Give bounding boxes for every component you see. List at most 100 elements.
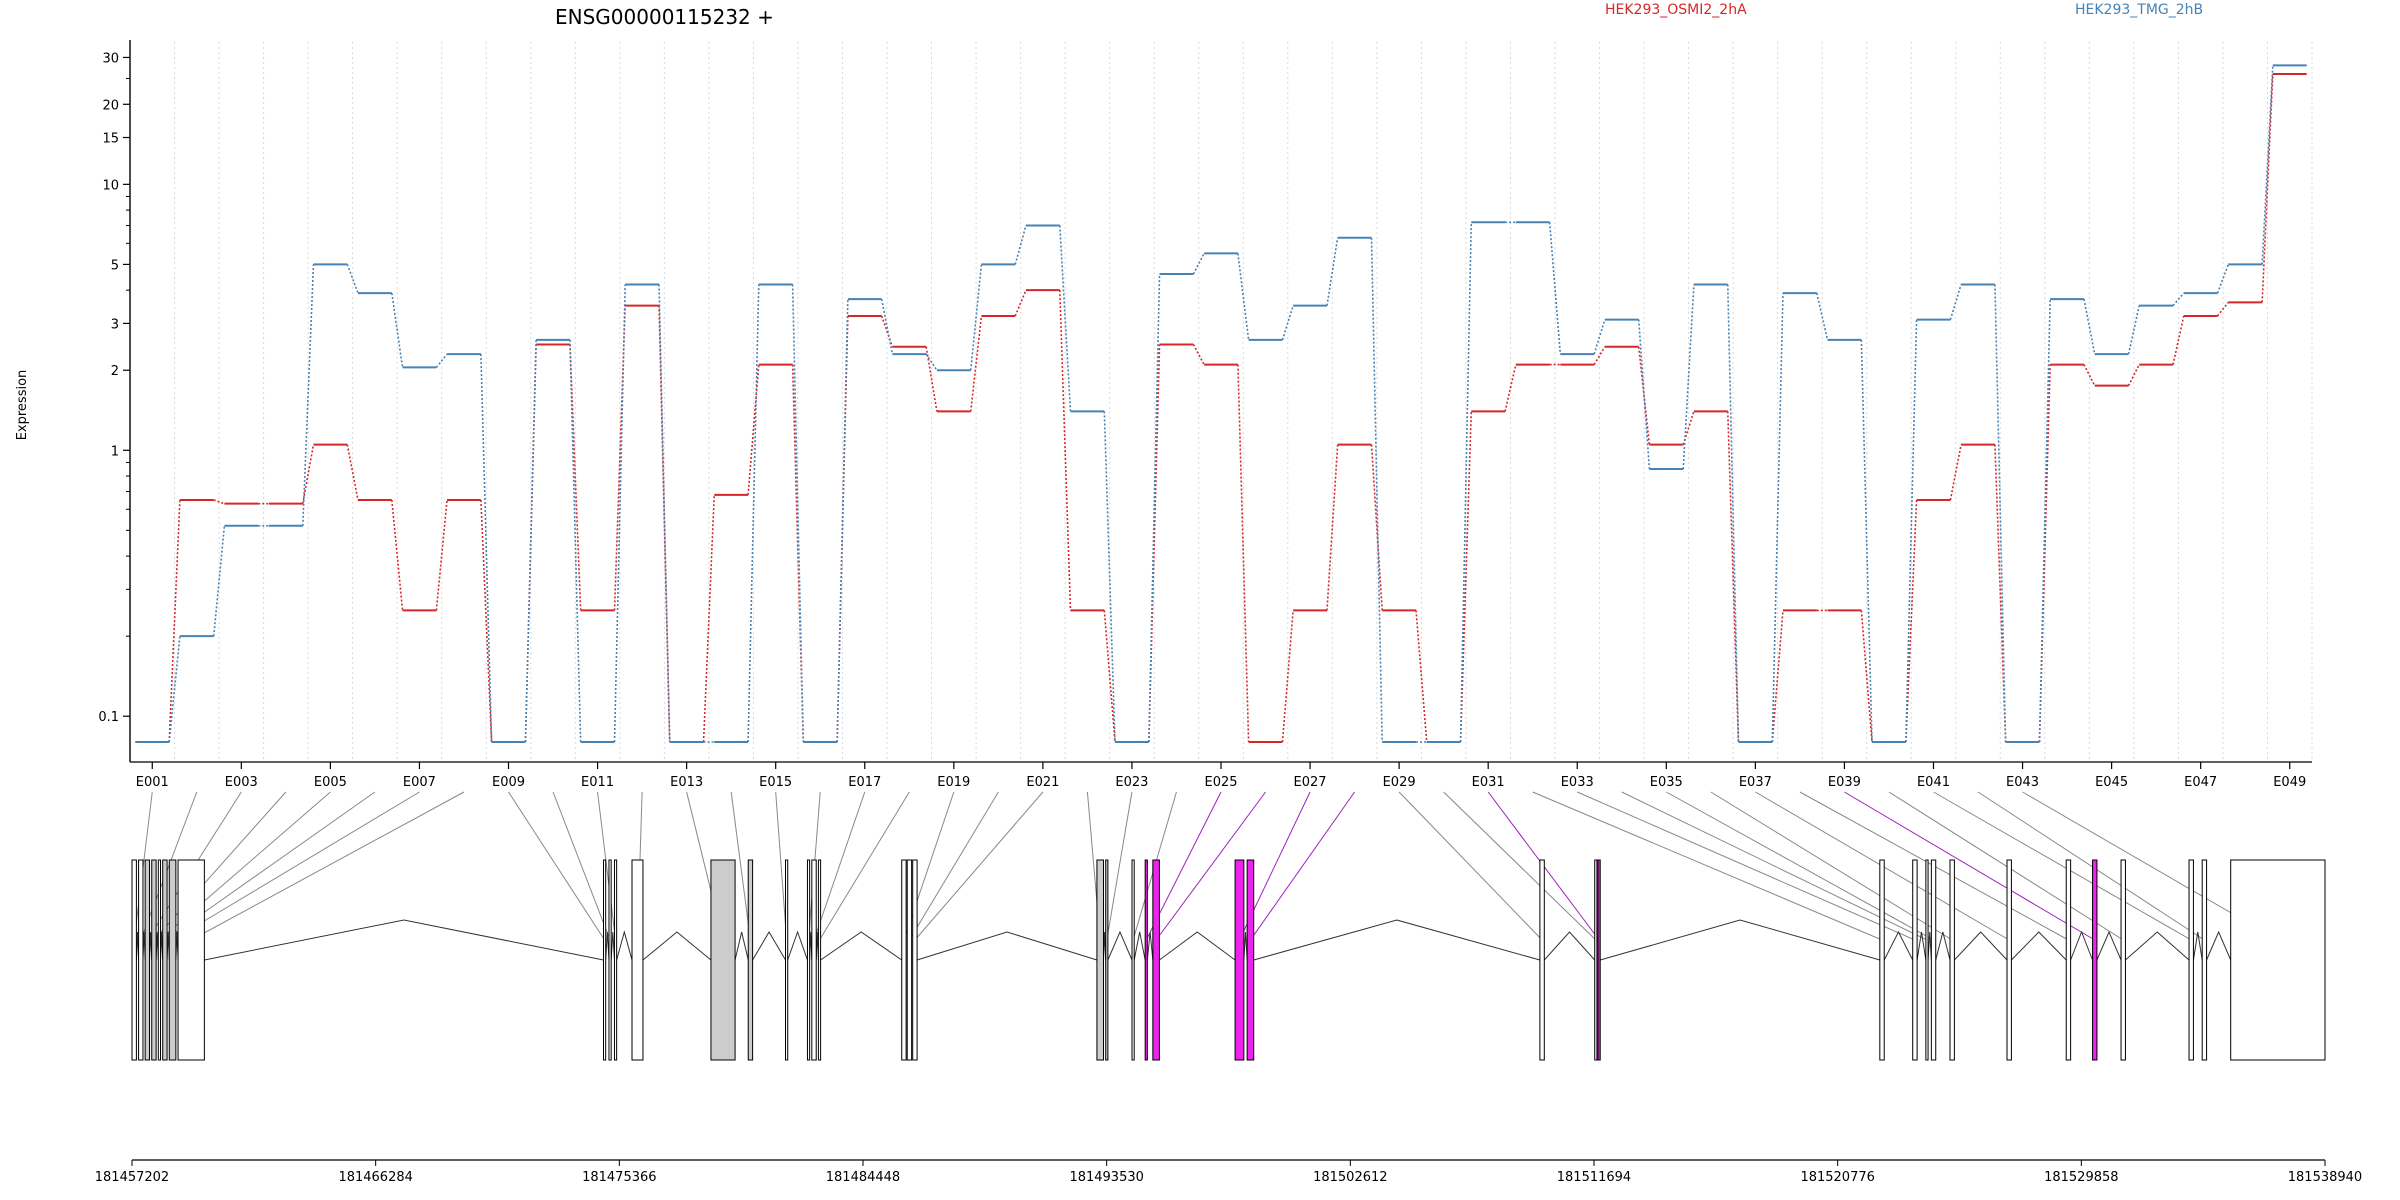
series-2-link [1370, 237, 1384, 743]
series-1-link [213, 499, 225, 505]
exon-block [1152, 859, 1160, 1061]
exon-block [785, 859, 789, 1061]
exon-connector [775, 791, 788, 941]
x-tick-label: E043 [2006, 775, 2039, 790]
series-2-link [435, 353, 448, 368]
series-2-link [346, 264, 359, 294]
intron-line [605, 931, 610, 961]
exon-connector [508, 791, 606, 941]
series-2-link [969, 264, 983, 371]
exon-connector [1443, 791, 1597, 941]
y-tick-label: 20 [102, 98, 119, 113]
intron-line [1935, 931, 1951, 961]
intron-line [752, 931, 786, 961]
x-tick-label: E037 [1739, 775, 1772, 790]
intron-line [1107, 930, 1133, 961]
series-2-link [480, 354, 493, 743]
exon-block [912, 859, 918, 1061]
intron-line [1253, 919, 1541, 961]
exon-block [151, 859, 157, 1061]
y-tick-label: 30 [102, 51, 119, 66]
series-2-link [1281, 305, 1294, 341]
y-tick-label: 5 [111, 258, 119, 273]
exon-block [177, 859, 205, 1061]
genomic-tick-label: 181475366 [582, 1170, 656, 1185]
x-tick-label: E035 [1650, 775, 1683, 790]
y-tick-label: 10 [102, 178, 119, 193]
exon-block [602, 859, 607, 1061]
series-1-link [168, 500, 181, 743]
series-1-link [435, 499, 448, 611]
series-2-link [212, 525, 226, 637]
genomic-tick-label: 181457202 [95, 1170, 169, 1185]
intron-line [1600, 919, 1880, 961]
series-2-link [658, 284, 671, 743]
series-2-link [1771, 293, 1784, 743]
intron-line [2096, 930, 2122, 961]
exon-block [1597, 859, 1601, 1061]
exon-connector [1977, 791, 2205, 941]
genomic-tick-label: 181511694 [1557, 1170, 1631, 1185]
series-1-link [969, 315, 983, 412]
intron-line [2070, 930, 2094, 961]
series-2-link [1860, 339, 1873, 743]
intron-line [2011, 931, 2067, 961]
genomic-tick-label: 181484448 [826, 1170, 900, 1185]
series-2-link [836, 299, 849, 743]
series-2-link [2127, 305, 2141, 355]
intron-line [1146, 931, 1154, 961]
x-tick-label: E013 [670, 775, 703, 790]
exon-block [2201, 859, 2208, 1061]
exon-connector [1106, 791, 1133, 941]
exon-block [806, 859, 811, 1061]
x-tick-label: E015 [759, 775, 792, 790]
series-1-link [702, 494, 716, 743]
exon-block [811, 859, 817, 1061]
series-1-link [1058, 290, 1072, 611]
x-tick-label: E021 [1026, 775, 1059, 790]
series-2-link [1326, 237, 1339, 306]
x-tick-label: E029 [1383, 775, 1416, 790]
exon-block [1131, 859, 1135, 1061]
y-axis: 0.1 1 2 3 5 10 15 20 30 [98, 40, 131, 762]
intron-line [642, 931, 712, 961]
series-1-link [747, 364, 760, 495]
exon-connector [1666, 791, 1934, 941]
series-2-link [925, 353, 938, 371]
x-tick-label: E009 [492, 775, 525, 790]
exon-connector [908, 791, 999, 941]
intron-line [1927, 931, 1932, 961]
exon-connector [597, 791, 617, 941]
x-tick-label: E027 [1294, 775, 1327, 790]
exon-connector [1844, 791, 2095, 941]
x-tick-label: E017 [848, 775, 881, 790]
x-tick-label: E011 [581, 775, 614, 790]
y-tick-label: 15 [102, 132, 119, 147]
intron-line [1159, 931, 1236, 961]
exon-block [631, 859, 644, 1061]
genomic-tick-label: 181538940 [2288, 1170, 2362, 1185]
x-tick-label: E007 [403, 775, 436, 790]
x-tick-label: E031 [1472, 775, 1505, 790]
series-2-link [391, 292, 404, 368]
exon-connector [730, 791, 751, 941]
y-tick-label: 2 [111, 364, 119, 379]
series-2-link [880, 299, 894, 355]
series-2-link [1637, 319, 1651, 470]
exon-connector [813, 791, 866, 941]
intron-line [734, 931, 749, 961]
series-lines [135, 64, 2307, 743]
genomic-tick-label: 181493530 [1069, 1170, 1143, 1185]
intron-line [787, 930, 808, 961]
series-2-link [613, 284, 626, 743]
series-2-link [1059, 225, 1072, 412]
series-2-link [1014, 225, 1027, 265]
exon-connector [914, 791, 1044, 941]
exon-block [1539, 859, 1545, 1061]
exon-connector [1621, 791, 1928, 941]
x-tick-label: E049 [2273, 775, 2306, 790]
series-2-link [524, 339, 537, 743]
x-tick-label: E001 [136, 775, 169, 790]
series-1-link [1994, 444, 2007, 743]
exon-block [1096, 859, 1104, 1061]
